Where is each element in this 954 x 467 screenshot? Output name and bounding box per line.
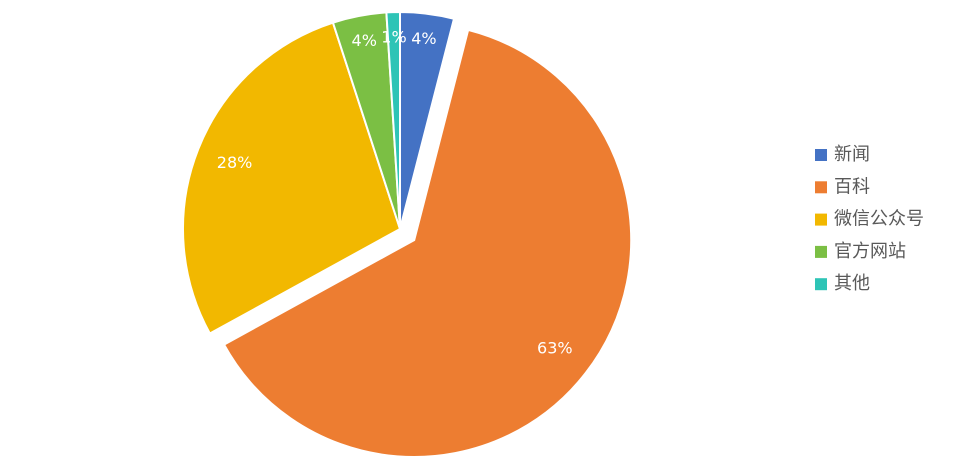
pie-slice [385, 10, 401, 230]
legend-label: 官方网站 [834, 241, 906, 262]
legend-swatch [815, 278, 827, 291]
pie-slice [182, 21, 402, 335]
value-label: 1% [381, 28, 406, 47]
legend-label: 其他 [834, 273, 870, 294]
legend-swatch [815, 149, 827, 161]
legend-swatch [815, 213, 827, 226]
legend-label: 百科 [834, 176, 870, 197]
value-label: 28% [217, 153, 253, 172]
pie-slice [222, 28, 633, 459]
value-label: 4% [411, 29, 436, 48]
legend-label: 新闻 [834, 144, 870, 165]
value-label: 4% [352, 31, 377, 50]
legend-swatch [815, 181, 827, 194]
value-label: 63% [537, 339, 573, 358]
legend-label: 微信公众号 [834, 209, 924, 230]
legend-swatch [815, 245, 827, 258]
